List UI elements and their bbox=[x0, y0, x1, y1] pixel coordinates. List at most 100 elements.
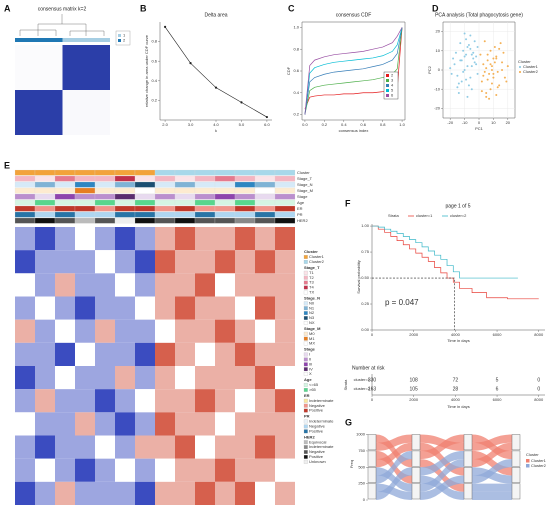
heatmap-cell bbox=[35, 342, 55, 366]
point bbox=[470, 53, 473, 56]
heatmap-cell bbox=[75, 250, 95, 274]
heatmap-cell bbox=[115, 458, 135, 482]
point bbox=[496, 86, 499, 89]
stratum bbox=[367, 467, 377, 483]
heatmap-cell bbox=[155, 342, 175, 366]
y-tick-label: 500 bbox=[358, 464, 365, 469]
annotation-cell bbox=[14, 205, 36, 212]
chart-title: Delta area bbox=[204, 12, 227, 18]
annotation-cell bbox=[74, 187, 96, 194]
dendrogram bbox=[19, 14, 105, 36]
flow bbox=[472, 459, 512, 484]
legend-label: <=65 bbox=[309, 382, 319, 387]
y-tick-label: 250 bbox=[358, 481, 365, 486]
heatmap-cell bbox=[75, 481, 95, 505]
risk-table-title: Number at risk bbox=[352, 365, 385, 371]
legend-swatch bbox=[386, 84, 389, 87]
y-tick-label: 0.6 bbox=[293, 68, 299, 73]
heatmap-cell bbox=[135, 366, 155, 390]
point bbox=[485, 67, 488, 70]
legend-swatch bbox=[303, 367, 308, 372]
heatmap-cell bbox=[55, 250, 75, 274]
x-axis-label: PC1 bbox=[475, 126, 484, 131]
legend-swatch bbox=[303, 403, 308, 408]
heatmap-cell bbox=[135, 435, 155, 459]
annotation-cell bbox=[54, 181, 76, 188]
legend-label: 3 bbox=[391, 78, 394, 83]
point bbox=[495, 57, 498, 60]
heatmap-cell bbox=[15, 227, 35, 251]
legend-swatch bbox=[386, 94, 389, 97]
y-tick-label: 1.0 bbox=[293, 25, 299, 30]
heatmap-cell bbox=[55, 435, 75, 459]
heatmap-cell bbox=[255, 412, 275, 436]
annotation-cell bbox=[74, 169, 96, 176]
legend-label: 1 bbox=[123, 33, 126, 38]
heatmap-cell bbox=[135, 296, 155, 320]
axis-frame bbox=[159, 22, 272, 121]
heatmap-cell bbox=[95, 435, 115, 459]
point bbox=[476, 72, 479, 75]
point bbox=[475, 55, 478, 58]
flow bbox=[420, 459, 464, 492]
legend-marker bbox=[519, 71, 521, 73]
point bbox=[472, 57, 475, 60]
annotation-cell bbox=[94, 169, 116, 176]
point bbox=[496, 70, 499, 73]
point bbox=[503, 76, 506, 79]
legend-label: NX bbox=[309, 320, 315, 325]
annotation-cell bbox=[14, 181, 36, 188]
x-tick-label: 20 bbox=[506, 120, 511, 125]
legend-swatch bbox=[386, 79, 389, 82]
track-label: Stage bbox=[297, 194, 308, 199]
annotation-cell bbox=[254, 217, 276, 224]
point bbox=[483, 70, 486, 73]
x-tick-label: 0.0 bbox=[302, 122, 308, 127]
point bbox=[490, 65, 493, 68]
point bbox=[495, 93, 498, 96]
heatmap-cell bbox=[62, 90, 110, 135]
legend-label: T3 bbox=[309, 280, 314, 285]
annotation-cell bbox=[114, 211, 136, 218]
risk-value: 105 bbox=[410, 386, 419, 392]
chart-title: consensus CDF bbox=[336, 12, 372, 18]
annotation-cell bbox=[134, 211, 156, 218]
heatmap-cell bbox=[155, 250, 175, 274]
heatmap-cell bbox=[35, 481, 55, 505]
cluster-strip bbox=[15, 38, 63, 42]
heatmap-cell bbox=[95, 296, 115, 320]
point bbox=[488, 97, 491, 100]
heatmap-cell bbox=[95, 481, 115, 505]
point bbox=[240, 101, 243, 104]
track-label: PR bbox=[297, 212, 303, 217]
y-axis-label: Freq bbox=[349, 460, 354, 468]
flow bbox=[472, 442, 512, 468]
heatmap-cell bbox=[275, 481, 295, 505]
heatmap-cell bbox=[135, 389, 155, 413]
point bbox=[462, 70, 465, 73]
heatmap-cell bbox=[135, 481, 155, 505]
flow bbox=[472, 491, 512, 500]
y-tick-label: 0.2 bbox=[293, 112, 299, 117]
heatmap-cell bbox=[115, 273, 135, 297]
heatmap-cell bbox=[55, 319, 75, 343]
annotation-cell bbox=[234, 199, 256, 206]
heatmap-cell bbox=[255, 319, 275, 343]
flow bbox=[420, 450, 464, 476]
heatmap-cell bbox=[115, 412, 135, 436]
flow bbox=[376, 483, 412, 500]
heatmap-cell bbox=[55, 389, 75, 413]
y-tick-label: 0.8 bbox=[293, 46, 299, 51]
point bbox=[502, 51, 505, 54]
annotation-cell bbox=[14, 187, 36, 194]
annotation-cell bbox=[174, 211, 196, 218]
annotation-cell bbox=[154, 181, 176, 188]
heatmap-cell bbox=[135, 273, 155, 297]
y-tick-label: 0.25 bbox=[361, 301, 370, 306]
heatmap-cell bbox=[215, 319, 235, 343]
legend-swatch bbox=[303, 301, 308, 306]
heatmap-cell bbox=[275, 412, 295, 436]
heatmap-cell bbox=[235, 250, 255, 274]
heatmap-cell bbox=[115, 296, 135, 320]
legend-label: M1 bbox=[309, 336, 315, 341]
